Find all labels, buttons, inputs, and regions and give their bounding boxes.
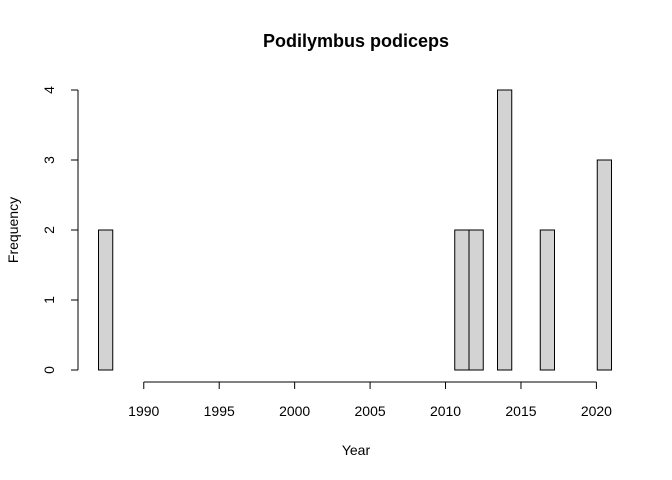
x-axis: 1990 1995 2000 2005 2010 2015 2020 bbox=[128, 381, 612, 419]
y-tick-label: 1 bbox=[41, 296, 57, 304]
histogram-bar bbox=[454, 229, 470, 371]
x-tick-label: 2000 bbox=[279, 403, 310, 419]
x-axis-label: Year bbox=[342, 442, 371, 458]
histogram-bar bbox=[497, 89, 513, 371]
x-tick-label: 2005 bbox=[355, 403, 386, 419]
y-tick-label: 4 bbox=[41, 86, 57, 94]
histogram-bar bbox=[596, 159, 612, 371]
y-tick-label: 0 bbox=[41, 366, 57, 374]
x-tick-label: 1995 bbox=[204, 403, 235, 419]
histogram-bar bbox=[468, 229, 484, 371]
y-tick-label: 2 bbox=[41, 226, 57, 234]
chart-title: Podilymbus podiceps bbox=[263, 31, 449, 51]
bars-group bbox=[98, 89, 612, 371]
y-axis: 0 1 2 3 4 bbox=[41, 86, 79, 374]
histogram-bar bbox=[98, 229, 114, 371]
histogram-bar bbox=[539, 229, 555, 371]
y-axis-label: Frequency bbox=[5, 197, 21, 263]
x-tick-label: 2020 bbox=[581, 403, 612, 419]
x-tick-label: 2015 bbox=[505, 403, 536, 419]
y-tick-label: 3 bbox=[41, 156, 57, 164]
x-tick-label: 2010 bbox=[430, 403, 461, 419]
x-tick-label: 1990 bbox=[128, 403, 159, 419]
